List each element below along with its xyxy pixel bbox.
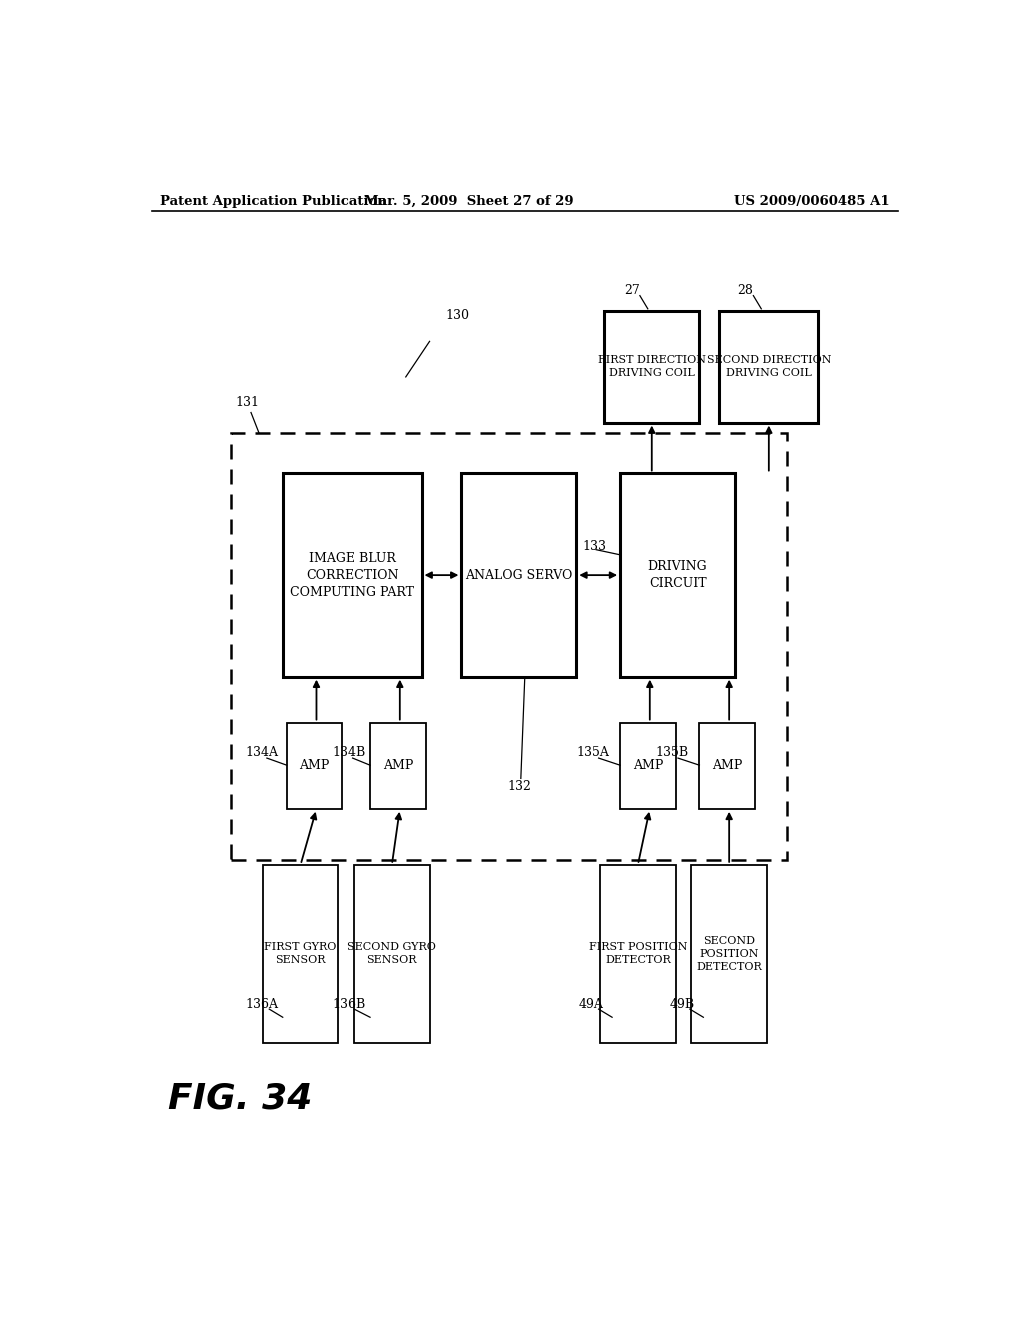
Text: 28: 28 <box>737 284 754 297</box>
Text: Mar. 5, 2009  Sheet 27 of 29: Mar. 5, 2009 Sheet 27 of 29 <box>365 194 574 207</box>
Bar <box>719 312 818 422</box>
Bar <box>691 865 767 1043</box>
Bar <box>600 865 676 1043</box>
Bar <box>370 722 426 809</box>
Bar <box>263 865 338 1043</box>
Bar <box>699 722 755 809</box>
Bar <box>461 474 577 677</box>
Text: 49B: 49B <box>670 998 695 1011</box>
Text: 136B: 136B <box>333 998 366 1011</box>
Bar <box>604 312 699 422</box>
Text: 134B: 134B <box>333 747 366 759</box>
Bar <box>354 865 430 1043</box>
Text: SECOND DIRECTION
DRIVING COIL: SECOND DIRECTION DRIVING COIL <box>707 355 831 379</box>
Text: 134A: 134A <box>246 747 279 759</box>
Text: FIG. 34: FIG. 34 <box>168 1081 312 1115</box>
Bar <box>283 474 422 677</box>
Text: US 2009/0060485 A1: US 2009/0060485 A1 <box>734 194 890 207</box>
Text: 135A: 135A <box>577 747 609 759</box>
Text: FIRST GYRO
SENSOR: FIRST GYRO SENSOR <box>264 942 337 965</box>
Text: FIRST DIRECTION
DRIVING COIL: FIRST DIRECTION DRIVING COIL <box>598 355 706 379</box>
Text: 133: 133 <box>582 540 606 553</box>
Text: 130: 130 <box>445 309 469 322</box>
Text: AMP: AMP <box>633 759 663 772</box>
Text: SECOND GYRO
SENSOR: SECOND GYRO SENSOR <box>347 942 436 965</box>
Text: DRIVING
CIRCUIT: DRIVING CIRCUIT <box>648 560 708 590</box>
Text: 131: 131 <box>236 396 259 409</box>
Bar <box>620 474 735 677</box>
Text: 136A: 136A <box>246 998 279 1011</box>
Bar <box>287 722 342 809</box>
Text: AMP: AMP <box>299 759 330 772</box>
Text: 49A: 49A <box>579 998 603 1011</box>
Text: 135B: 135B <box>655 747 689 759</box>
Text: 27: 27 <box>624 284 640 297</box>
Text: Patent Application Publication: Patent Application Publication <box>160 194 386 207</box>
Text: SECOND
POSITION
DETECTOR: SECOND POSITION DETECTOR <box>696 936 762 972</box>
Bar <box>231 433 786 859</box>
Text: FIRST POSITION
DETECTOR: FIRST POSITION DETECTOR <box>589 942 687 965</box>
Text: IMAGE BLUR
CORRECTION
COMPUTING PART: IMAGE BLUR CORRECTION COMPUTING PART <box>290 552 414 599</box>
Bar <box>620 722 676 809</box>
Text: 132: 132 <box>507 780 531 793</box>
Text: ANALOG SERVO: ANALOG SERVO <box>465 569 572 582</box>
Text: AMP: AMP <box>712 759 742 772</box>
Text: AMP: AMP <box>383 759 413 772</box>
